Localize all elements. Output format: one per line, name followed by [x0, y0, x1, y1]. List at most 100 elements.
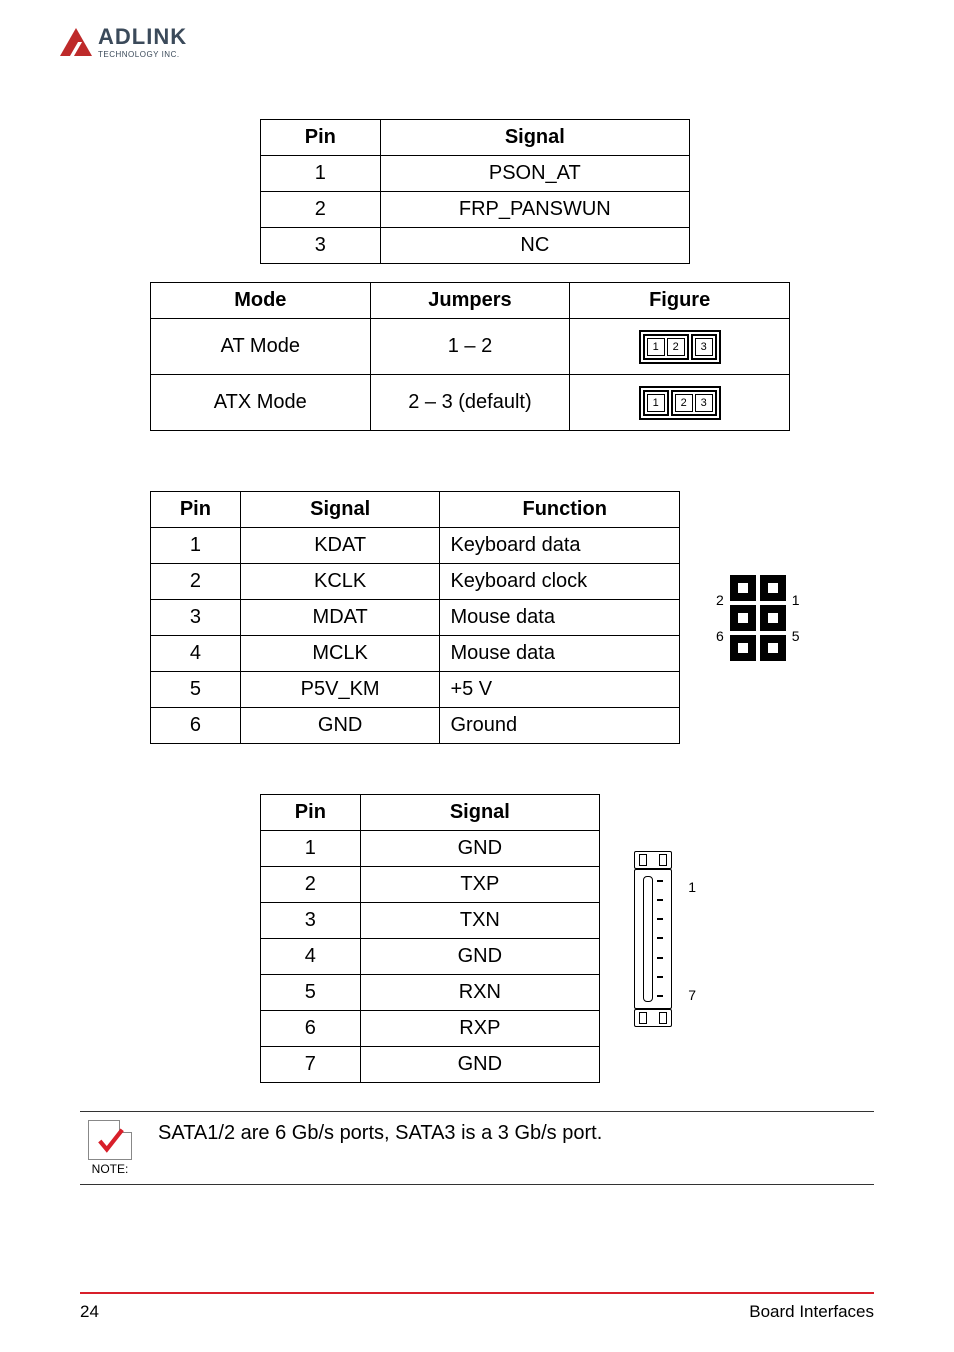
conn-label: 6: [716, 628, 724, 644]
t2-figure-cell: 1 2 3: [570, 319, 790, 375]
connector-pin-icon: [760, 605, 786, 631]
t4-cell: 4: [261, 939, 361, 975]
sata-body-icon: [634, 869, 672, 1009]
t4-cell: GND: [360, 831, 599, 867]
t3-cell: MDAT: [240, 600, 440, 636]
logo-sub-text: TECHNOLOGY INC.: [98, 50, 187, 59]
t4-header-pin: Pin: [261, 795, 361, 831]
connector-pin-icon: [760, 575, 786, 601]
t3-cell: Ground: [440, 708, 680, 744]
t4-cell: GND: [360, 1047, 599, 1083]
note-label: NOTE:: [92, 1162, 129, 1176]
jumper-box: 3: [695, 394, 713, 412]
t3-cell: 1: [151, 528, 241, 564]
pin-signal-table-1: Pin Signal 1PSON_AT 2FRP_PANSWUN 3NC: [260, 119, 690, 264]
checkmark-icon: [97, 1127, 125, 1155]
jumper-box: 1: [647, 394, 665, 412]
page-footer: 24 Board Interfaces: [80, 1292, 874, 1322]
t4-cell: 1: [261, 831, 361, 867]
sata-pin-table: Pin Signal 1GND 2TXP 3TXN 4GND 5RXN 6RXP…: [260, 794, 600, 1083]
t1-cell: FRP_PANSWUN: [380, 192, 689, 228]
t4-cell: 6: [261, 1011, 361, 1047]
t3-header-function: Function: [440, 492, 680, 528]
t3-cell: KDAT: [240, 528, 440, 564]
t3-header-signal: Signal: [240, 492, 440, 528]
t3-cell: 4: [151, 636, 241, 672]
mode-jumper-table: Mode Jumpers Figure AT Mode 1 – 2 1 2 3 …: [150, 282, 790, 431]
sata-connector-figure: 1 7: [624, 851, 682, 1027]
sata-label-top: 1: [688, 879, 696, 895]
t4-header-signal: Signal: [360, 795, 599, 831]
jumper-box: 1: [647, 338, 665, 356]
logo-triangle-icon: [60, 28, 92, 56]
t2-header-jumpers: Jumpers: [370, 283, 570, 319]
note-text: SATA1/2 are 6 Gb/s ports, SATA3 is a 3 G…: [158, 1120, 602, 1145]
t4-cell: TXP: [360, 867, 599, 903]
t3-cell: Mouse data: [440, 636, 680, 672]
jumper-box: 3: [695, 338, 713, 356]
pin-signal-function-table: Pin Signal Function 1KDATKeyboard data 2…: [150, 491, 680, 744]
t1-cell: 2: [261, 192, 381, 228]
footer-title: Board Interfaces: [749, 1302, 874, 1322]
jumper-box: 2: [667, 338, 685, 356]
connector-6pin-figure: 2 6 1 5: [710, 575, 806, 661]
t2-cell: 1 – 2: [370, 319, 570, 375]
footer-page-number: 24: [80, 1302, 99, 1322]
t2-header-mode: Mode: [151, 283, 371, 319]
t3-cell: P5V_KM: [240, 672, 440, 708]
t2-cell: AT Mode: [151, 319, 371, 375]
t3-cell: 6: [151, 708, 241, 744]
t2-cell: ATX Mode: [151, 375, 371, 431]
jumper-box: 2: [675, 394, 693, 412]
mode-jumper-table-wrap: Mode Jumpers Figure AT Mode 1 – 2 1 2 3 …: [150, 282, 954, 431]
t1-header-pin: Pin: [261, 120, 381, 156]
connector-pin-icon: [730, 635, 756, 661]
pin-signal-function-table-wrap: Pin Signal Function 1KDATKeyboard data 2…: [150, 491, 954, 744]
t1-cell: 3: [261, 228, 381, 264]
t4-cell: RXN: [360, 975, 599, 1011]
t3-cell: 3: [151, 600, 241, 636]
jumper-figure-1-2: 1 2 3: [639, 330, 721, 364]
conn-label: 5: [792, 628, 800, 644]
logo-main-text: ADLINK: [98, 24, 187, 50]
conn-label: 1: [792, 592, 800, 608]
connector-pin-icon: [760, 635, 786, 661]
t4-cell: RXP: [360, 1011, 599, 1047]
adlink-logo: ADLINK TECHNOLOGY INC.: [60, 24, 954, 59]
t1-header-signal: Signal: [380, 120, 689, 156]
t3-cell: KCLK: [240, 564, 440, 600]
t2-figure-cell: 1 2 3: [570, 375, 790, 431]
t4-cell: GND: [360, 939, 599, 975]
t3-cell: Keyboard data: [440, 528, 680, 564]
connector-pin-icon: [730, 575, 756, 601]
t3-cell: 5: [151, 672, 241, 708]
header: ADLINK TECHNOLOGY INC.: [0, 0, 954, 59]
note-block: NOTE: SATA1/2 are 6 Gb/s ports, SATA3 is…: [80, 1111, 874, 1185]
t4-cell: 7: [261, 1047, 361, 1083]
t1-cell: 1: [261, 156, 381, 192]
note-icon: NOTE:: [80, 1120, 140, 1176]
t3-cell: Mouse data: [440, 600, 680, 636]
t3-cell: GND: [240, 708, 440, 744]
t2-cell: 2 – 3 (default): [370, 375, 570, 431]
t1-cell: NC: [380, 228, 689, 264]
t3-header-pin: Pin: [151, 492, 241, 528]
t3-cell: MCLK: [240, 636, 440, 672]
t2-header-figure: Figure: [570, 283, 790, 319]
t4-cell: TXN: [360, 903, 599, 939]
t4-cell: 5: [261, 975, 361, 1011]
t4-cell: 2: [261, 867, 361, 903]
sata-bottom-icon: [634, 1009, 672, 1027]
t1-cell: PSON_AT: [380, 156, 689, 192]
t4-cell: 3: [261, 903, 361, 939]
t3-cell: 2: [151, 564, 241, 600]
t3-cell: +5 V: [440, 672, 680, 708]
pin-signal-table-1-wrap: Pin Signal 1PSON_AT 2FRP_PANSWUN 3NC: [260, 119, 954, 264]
conn-label: 2: [716, 592, 724, 608]
jumper-figure-2-3: 1 2 3: [639, 386, 721, 420]
sata-top-icon: [634, 851, 672, 869]
sata-pin-table-wrap: Pin Signal 1GND 2TXP 3TXN 4GND 5RXN 6RXP…: [260, 794, 954, 1083]
sata-label-bot: 7: [688, 987, 696, 1003]
connector-pin-icon: [730, 605, 756, 631]
t3-cell: Keyboard clock: [440, 564, 680, 600]
